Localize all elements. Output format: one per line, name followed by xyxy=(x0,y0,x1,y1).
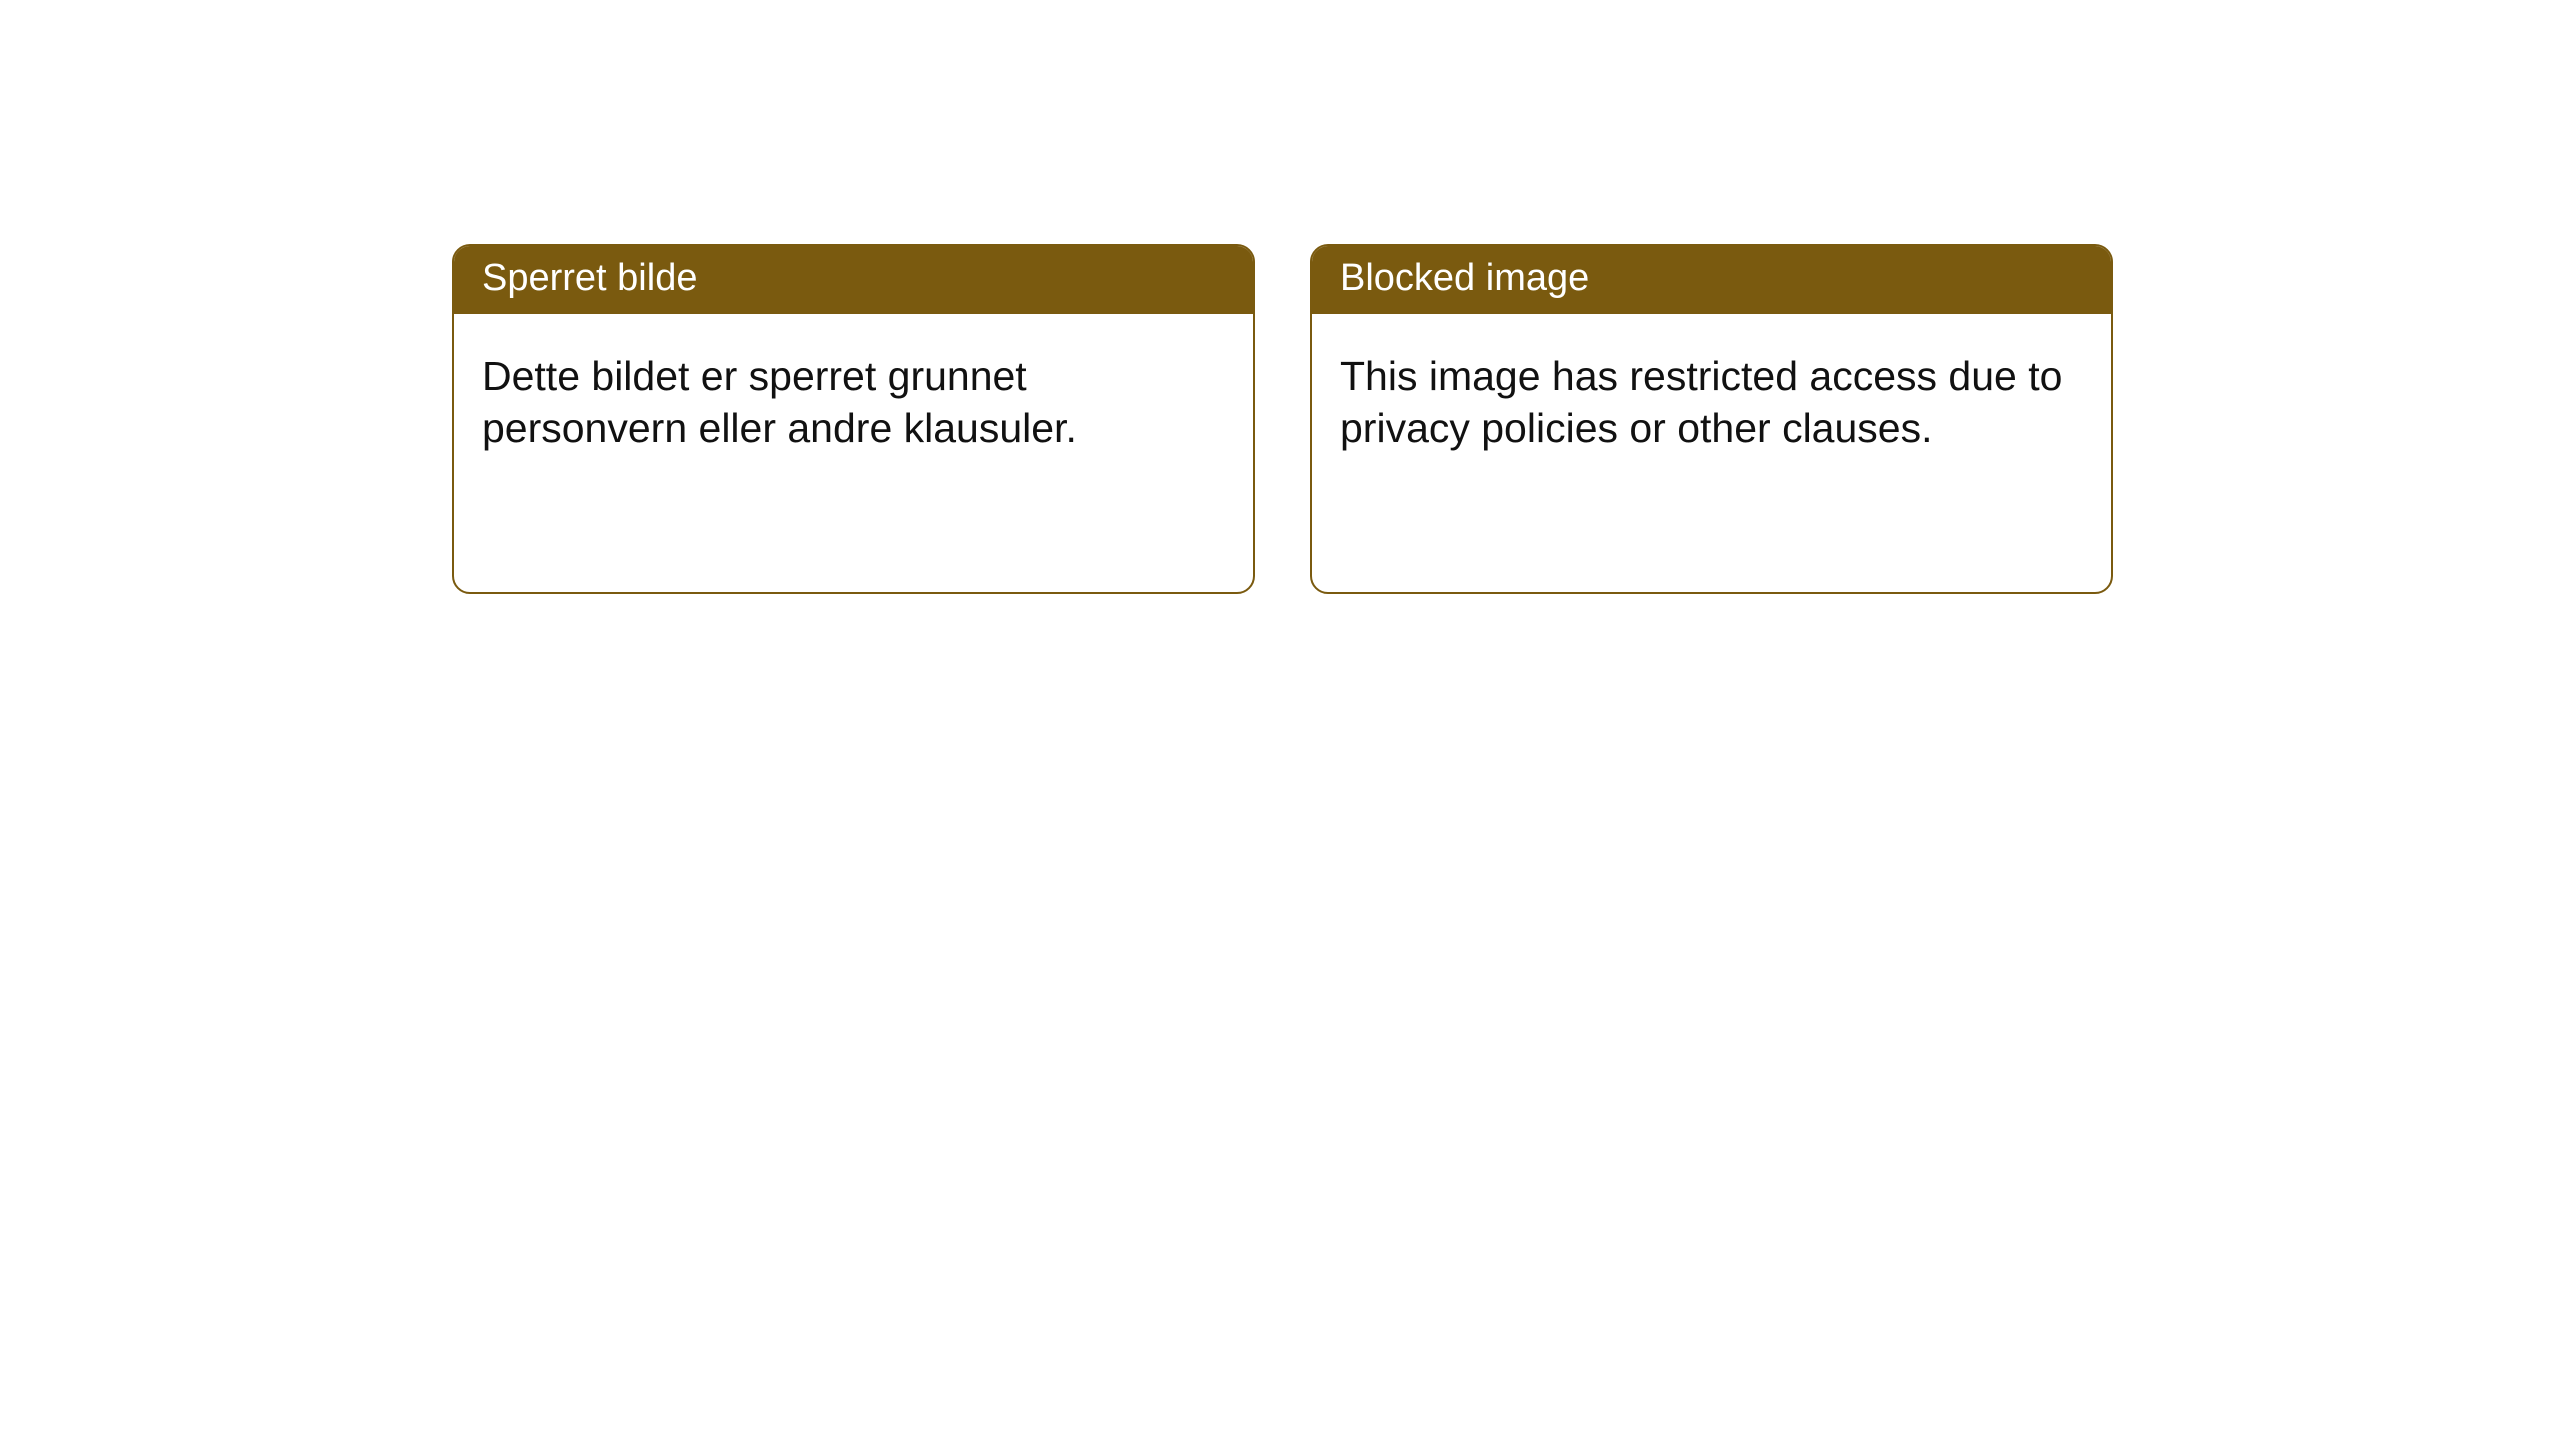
notice-title-norwegian: Sperret bilde xyxy=(454,246,1253,314)
notice-body-english: This image has restricted access due to … xyxy=(1312,314,2111,592)
notice-card-norwegian: Sperret bilde Dette bildet er sperret gr… xyxy=(452,244,1255,594)
notice-body-norwegian: Dette bildet er sperret grunnet personve… xyxy=(454,314,1253,592)
notice-card-english: Blocked image This image has restricted … xyxy=(1310,244,2113,594)
notice-title-english: Blocked image xyxy=(1312,246,2111,314)
notice-container: Sperret bilde Dette bildet er sperret gr… xyxy=(452,244,2113,594)
